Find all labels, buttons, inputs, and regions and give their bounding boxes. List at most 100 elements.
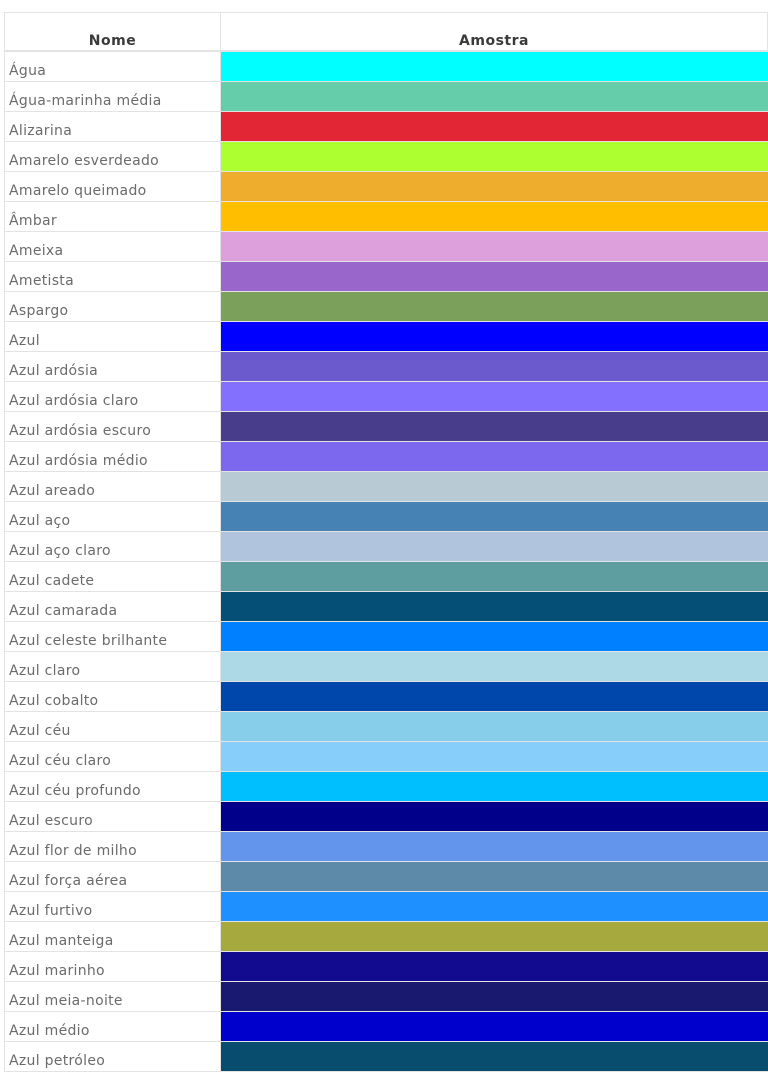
table-row: Azul [4, 321, 768, 352]
color-name: Azul ardósia médio [4, 441, 221, 472]
color-swatch [221, 172, 768, 201]
table-row: Azul médio [4, 1011, 768, 1042]
table-row: Alizarina [4, 111, 768, 142]
color-swatch [221, 832, 768, 861]
color-swatch-cell [220, 441, 768, 472]
color-swatch [221, 112, 768, 141]
color-name: Azul aço [4, 501, 221, 532]
table-row: Azul celeste brilhante [4, 621, 768, 652]
color-name: Azul ardósia [4, 351, 221, 382]
color-swatch-cell [220, 501, 768, 532]
color-swatch [221, 82, 768, 111]
color-name: Azul petróleo [4, 1041, 221, 1072]
header-sample: Amostra [220, 12, 768, 52]
color-name: Azul marinho [4, 951, 221, 982]
color-swatch [221, 502, 768, 531]
color-name: Azul celeste brilhante [4, 621, 221, 652]
color-swatch-cell [220, 981, 768, 1012]
color-swatch [221, 682, 768, 711]
table-row: Azul furtivo [4, 891, 768, 922]
color-name: Amarelo queimado [4, 171, 221, 202]
color-swatch-cell [220, 231, 768, 262]
color-swatch-cell [220, 741, 768, 772]
color-swatch-cell [220, 861, 768, 892]
color-swatch [221, 262, 768, 291]
color-swatch-cell [220, 50, 768, 82]
color-name: Azul ardósia escuro [4, 411, 221, 442]
color-name: Alizarina [4, 111, 221, 142]
color-swatch-cell [220, 921, 768, 952]
color-swatch-cell [220, 1041, 768, 1072]
color-name: Azul escuro [4, 801, 221, 832]
color-name: Azul cobalto [4, 681, 221, 712]
color-name: Azul meia-noite [4, 981, 221, 1012]
color-name: Âmbar [4, 201, 221, 232]
color-swatch-cell [220, 321, 768, 352]
table-row: Aspargo [4, 291, 768, 322]
color-name: Água [4, 50, 221, 82]
color-swatch-cell [220, 1011, 768, 1042]
table-row: Azul manteiga [4, 921, 768, 952]
color-name: Azul ardósia claro [4, 381, 221, 412]
table-row: Ameixa [4, 231, 768, 262]
color-name: Azul força aérea [4, 861, 221, 892]
color-swatch-cell [220, 111, 768, 142]
table-row: Amarelo queimado [4, 171, 768, 202]
table-row: Azul escuro [4, 801, 768, 832]
color-swatch [221, 712, 768, 741]
color-name: Azul cadete [4, 561, 221, 592]
color-name: Azul médio [4, 1011, 221, 1042]
color-swatch [221, 952, 768, 981]
color-swatch-cell [220, 471, 768, 502]
color-swatch [221, 472, 768, 501]
color-swatch-cell [220, 621, 768, 652]
color-table: Nome Amostra Água Água-marinha média Aliza… [4, 12, 768, 1072]
color-swatch-cell [220, 411, 768, 442]
table-row: Azul areado [4, 471, 768, 502]
color-swatch [221, 562, 768, 591]
table-row: Âmbar [4, 201, 768, 232]
table-row: Azul meia-noite [4, 981, 768, 1012]
color-name: Azul céu profundo [4, 771, 221, 802]
color-swatch [221, 352, 768, 381]
color-swatch-cell [220, 261, 768, 292]
color-swatch-cell [220, 591, 768, 622]
color-swatch-cell [220, 351, 768, 382]
table-row: Água-marinha média [4, 81, 768, 112]
table-row: Azul ardósia claro [4, 381, 768, 412]
table-row: Azul claro [4, 651, 768, 682]
table-row: Azul ardósia [4, 351, 768, 382]
color-swatch [221, 52, 768, 81]
table-row: Azul céu claro [4, 741, 768, 772]
color-swatch-cell [220, 141, 768, 172]
color-name: Azul camarada [4, 591, 221, 622]
color-swatch-cell [220, 651, 768, 682]
color-name: Amarelo esverdeado [4, 141, 221, 172]
color-swatch-cell [220, 291, 768, 322]
color-swatch-cell [220, 801, 768, 832]
color-swatch [221, 592, 768, 621]
color-swatch-cell [220, 201, 768, 232]
color-swatch-cell [220, 891, 768, 922]
color-swatch [221, 1042, 768, 1071]
header-row: Nome Amostra [4, 12, 768, 52]
table-row: Azul cobalto [4, 681, 768, 712]
color-name: Azul céu claro [4, 741, 221, 772]
table-row: Azul céu profundo [4, 771, 768, 802]
table-row: Azul céu [4, 711, 768, 742]
color-swatch [221, 802, 768, 831]
color-swatch [221, 142, 768, 171]
color-name: Água-marinha média [4, 81, 221, 112]
color-swatch-cell [220, 681, 768, 712]
color-swatch [221, 922, 768, 951]
color-swatch-cell [220, 771, 768, 802]
color-swatch [221, 862, 768, 891]
color-swatch [221, 382, 768, 411]
color-swatch [221, 292, 768, 321]
color-swatch [221, 412, 768, 441]
color-name: Ameixa [4, 231, 221, 262]
color-swatch [221, 442, 768, 471]
color-swatch [221, 742, 768, 771]
table-row: Ametista [4, 261, 768, 292]
header-name: Nome [4, 12, 221, 52]
